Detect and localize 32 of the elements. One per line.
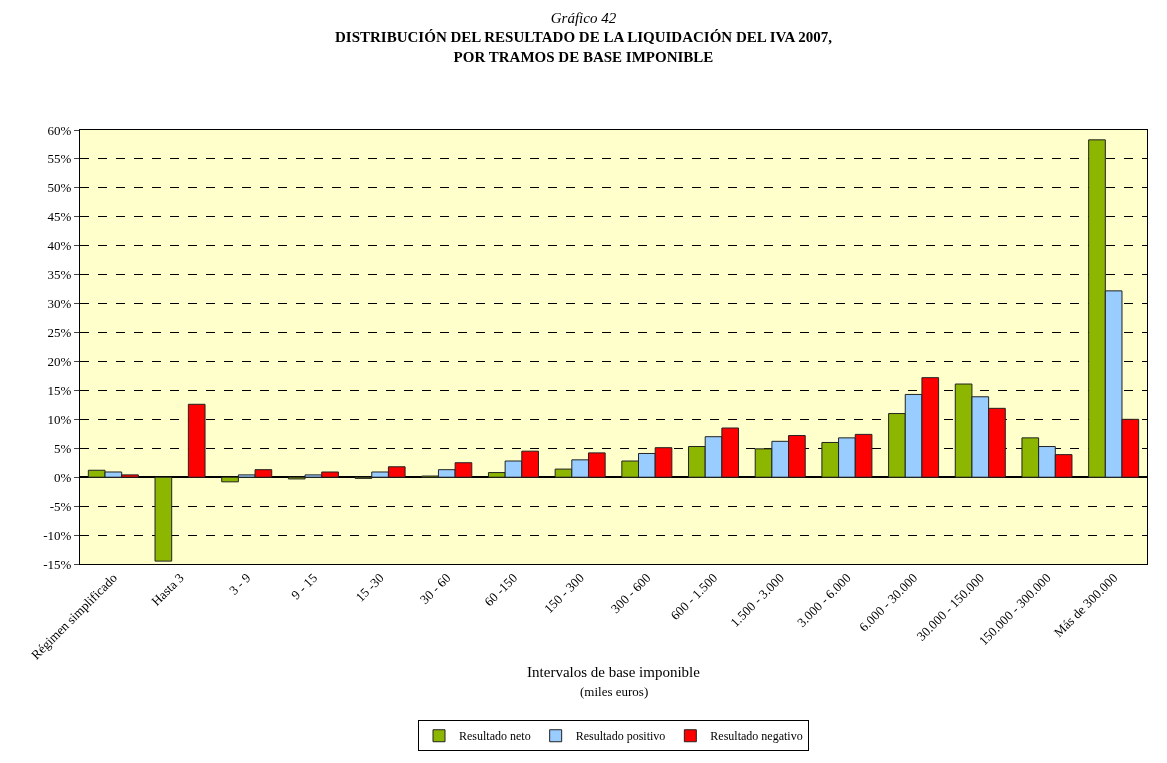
x-tick-label: 150 - 300 (541, 570, 587, 617)
bar (154, 476, 173, 562)
legend-label: Resultado neto (459, 729, 531, 744)
x-tick-label: 3 - 9 (225, 570, 254, 598)
y-tick-label: 30% (47, 296, 72, 312)
bar (187, 403, 206, 478)
text: (miles euros) (580, 684, 649, 699)
y-tick-label: 60% (47, 122, 72, 138)
y-tick-label: 15% (47, 382, 72, 398)
y-tick-label: -5% (49, 498, 72, 514)
y-tick-label: 40% (47, 238, 72, 254)
legend-label: Resultado positivo (575, 729, 666, 744)
legend-label: Resultado negativo (710, 729, 803, 744)
y-tick-label: 50% (47, 180, 72, 196)
chart-title: Gráfico 42 (550, 9, 617, 26)
y-tick-label: 5% (54, 440, 72, 456)
y-tick-label: 45% (47, 209, 72, 225)
x-tick-label: 60 -150 (481, 570, 521, 610)
y-tick-label: 35% (47, 267, 72, 283)
x-tick-label: 15 -30 (352, 570, 387, 605)
chart-subtitle: DISTRIBUCIÓN DEL RESULTADO DE LA LIQUIDACIÓN DEL IVA 2007, POR TRAMOS DE BASE IMPONIBLE (335, 29, 833, 65)
y-tick-label: 0% (54, 469, 72, 485)
x-tick-label: 30 - 60 (416, 570, 454, 607)
y-tick-label: 55% (47, 151, 72, 167)
x-tick-label: 300 - 600 (607, 570, 654, 617)
y-tick-label: -15% (43, 556, 72, 572)
y-tick-label: 20% (47, 354, 72, 370)
x-tick-label: 9 - 15 (288, 570, 321, 603)
y-tick-label: -10% (43, 527, 72, 543)
y-tick-label: 10% (47, 411, 72, 427)
x-axis-title: Intervalos de base imponible (527, 664, 701, 681)
y-tick-label: 25% (47, 325, 72, 341)
